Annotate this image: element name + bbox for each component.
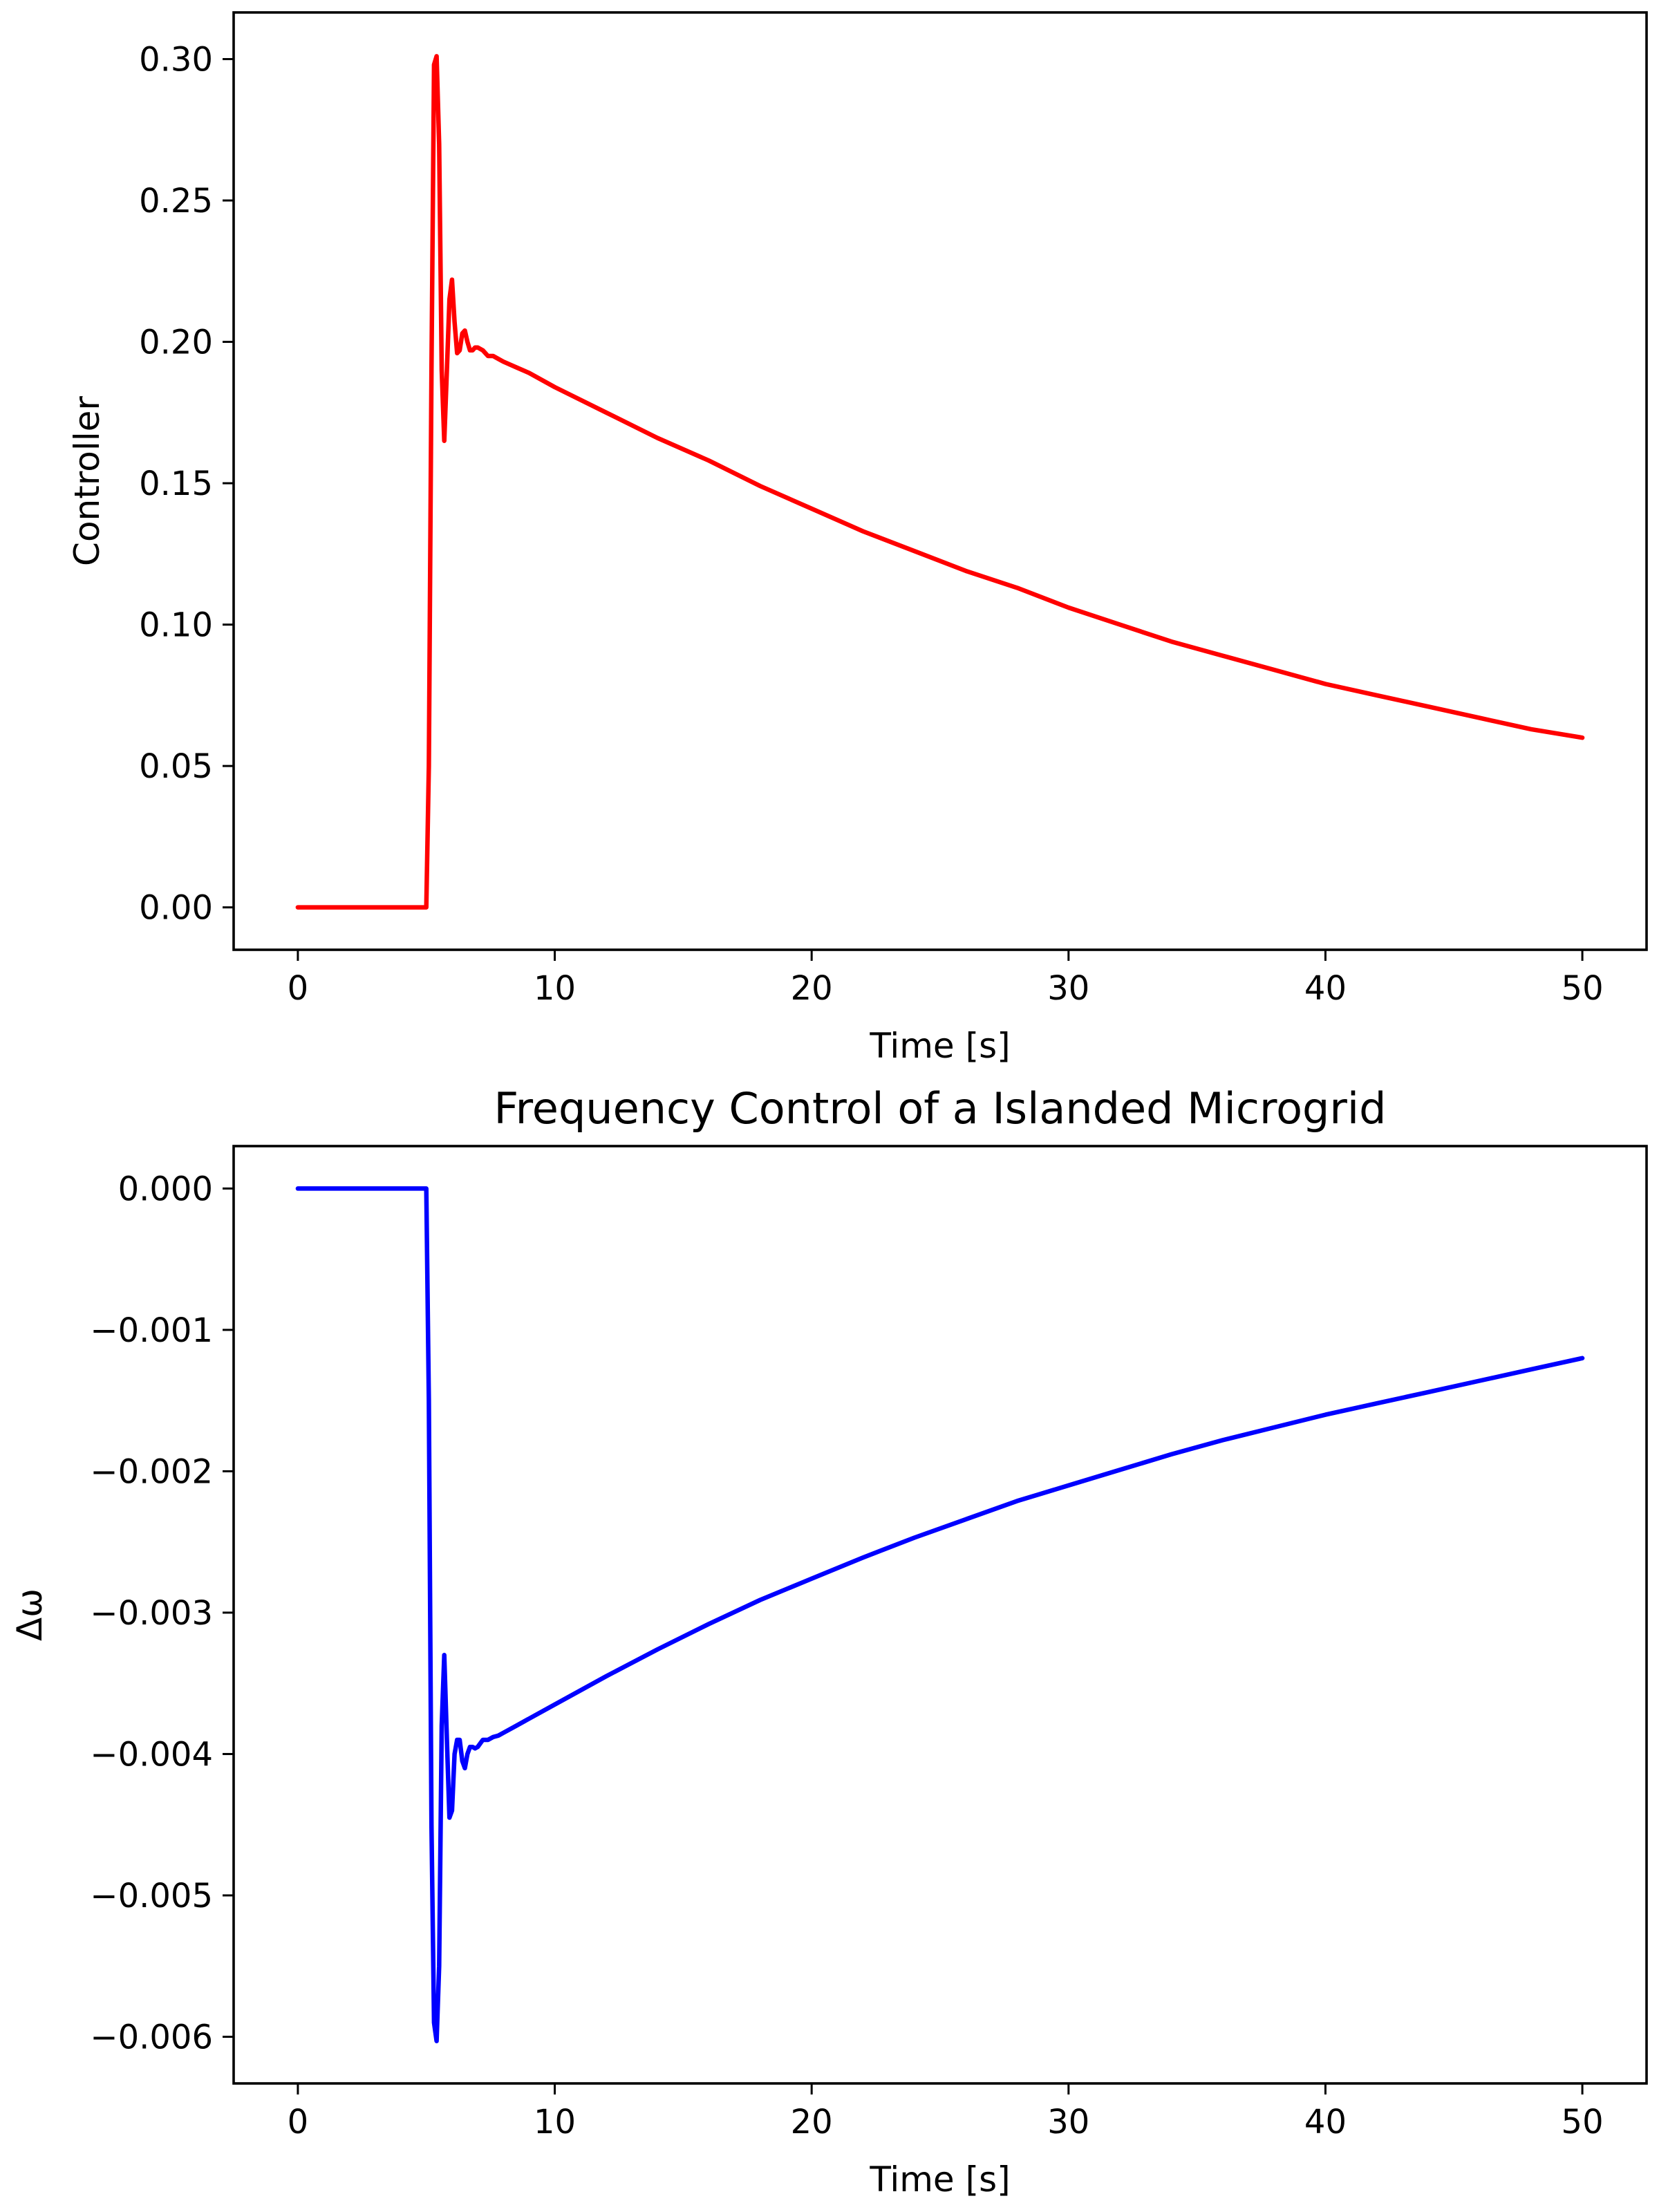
y-tick-label: −0.003 <box>90 1594 213 1633</box>
controller-chart: 0.00 0.05 0.10 0.15 0.20 0.25 0.30 0 10 20 30 40 50… <box>67 11 1648 1066</box>
series-line <box>295 1186 1585 2043</box>
y-ticks: 0.000 −0.001 −0.002 −0.003 −0.004 −0.005 −0.00… <box>90 1170 234 2057</box>
series-line <box>295 54 1585 910</box>
x-tick-label: 50 <box>1562 969 1604 1008</box>
x-axis-label: Time [s] <box>869 2159 1010 2200</box>
y-tick-label: 0.30 <box>139 40 213 79</box>
y-tick-label: 0.00 <box>139 889 213 928</box>
frequency-chart: Frequency Control of a Islanded Microgri… <box>10 1083 1648 2200</box>
y-tick-label: 0.15 <box>139 465 213 503</box>
x-tick-label: 10 <box>534 2103 576 2141</box>
x-tick-label: 0 <box>288 2103 309 2141</box>
x-tick-label: 30 <box>1047 2103 1089 2141</box>
y-tick-label: 0.05 <box>139 747 213 786</box>
y-tick-label: 0.25 <box>139 182 213 221</box>
plot-area <box>295 1186 1585 2043</box>
x-ticks: 0 10 20 30 40 50 <box>288 2083 1604 2141</box>
y-tick-label: 0.000 <box>118 1170 213 1208</box>
y-tick-label: −0.005 <box>90 1877 213 1915</box>
y-tick-label: 0.20 <box>139 324 213 362</box>
x-tick-label: 50 <box>1562 2103 1604 2141</box>
plot-frame <box>232 11 1648 951</box>
y-tick-label: −0.004 <box>90 1735 213 1774</box>
y-axis-label: Δω <box>10 1588 50 1641</box>
y-tick-label: 0.10 <box>139 606 213 645</box>
x-tick-label: 20 <box>791 969 833 1008</box>
x-tick-label: 40 <box>1304 2103 1347 2141</box>
x-tick-label: 40 <box>1304 969 1347 1008</box>
y-ticks: 0.00 0.05 0.10 0.15 0.20 0.25 0.30 <box>139 40 234 928</box>
x-tick-label: 0 <box>288 969 309 1008</box>
y-tick-label: −0.002 <box>90 1452 213 1491</box>
x-tick-label: 20 <box>791 2103 833 2141</box>
plot-area <box>295 54 1585 910</box>
y-tick-label: −0.001 <box>90 1311 213 1350</box>
plot-frame <box>232 1145 1648 2085</box>
x-tick-label: 10 <box>534 969 576 1008</box>
x-tick-label: 30 <box>1047 969 1089 1008</box>
x-axis-label: Time [s] <box>869 1026 1010 1066</box>
x-ticks: 0 10 20 30 40 50 <box>288 950 1604 1008</box>
chart-title: Frequency Control of a Islanded Microgri… <box>494 1083 1387 1134</box>
y-axis-label: Controller <box>67 396 107 566</box>
y-tick-label: −0.006 <box>90 2018 213 2057</box>
